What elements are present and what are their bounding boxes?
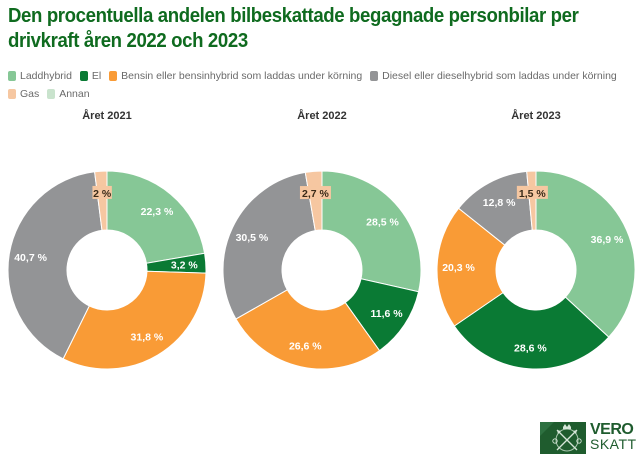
data-label-diesel: 12,8 % — [483, 197, 516, 209]
chart-title-2021: Året 2021 — [82, 110, 132, 122]
data-label-gas: 1,5 % — [519, 188, 547, 200]
vero-skatt-logo: VERO SKATT — [540, 422, 636, 454]
slice-bensin — [62, 270, 207, 370]
legend-label: Gas — [20, 88, 40, 100]
legend-swatch — [370, 71, 379, 81]
legend: Laddhybrid El Bensin eller bensinhybrid … — [8, 68, 638, 104]
legend-label: Annan — [59, 88, 90, 100]
donut-2022: 28,5 % 11,6 % 26,6 % 30,5 % 2,7 % — [222, 170, 422, 370]
legend-swatch — [47, 89, 56, 99]
logo-emblem-icon — [540, 422, 586, 454]
legend-item-laddhybrid[interactable]: Laddhybrid — [8, 68, 72, 84]
legend-item-diesel[interactable]: Diesel eller dieselhybrid som laddas und… — [370, 68, 617, 84]
slice-el — [453, 291, 610, 370]
slice-laddhybrid — [535, 170, 636, 338]
chart-title-2023: Året 2023 — [511, 110, 561, 122]
chart-title: Den procentuella andelen bilbeskattade b… — [8, 5, 579, 52]
donut-2021: 22,3 % 3,2 % 31,8 % 40,7 % 2 % — [7, 170, 207, 370]
legend-item-bensin[interactable]: Bensin eller bensinhybrid som laddas und… — [109, 68, 362, 84]
legend-label: Diesel eller dieselhybrid som laddas und… — [382, 70, 617, 82]
data-label-bensin: 26,6 % — [289, 341, 322, 353]
legend-item-el[interactable]: El — [79, 68, 102, 84]
slice-diesel — [222, 171, 316, 320]
donut-2023: 36,9 % 28,6 % 20,3 % 12,8 %1,5 % — [436, 170, 636, 370]
data-label-bensin: 31,8 % — [131, 331, 164, 343]
data-label-bensin: 20,3 % — [442, 262, 475, 274]
data-label-bg — [299, 186, 331, 200]
data-label-diesel: 30,5 % — [236, 232, 269, 244]
data-label-gas: 2,7 % — [302, 188, 330, 200]
legend-swatch — [8, 89, 16, 99]
data-label-laddhybrid: 36,9 % — [591, 234, 624, 246]
data-label-bg — [92, 185, 112, 199]
data-label-el: 3,2 % — [171, 260, 199, 272]
slice-gas — [94, 170, 108, 231]
legend-label: Bensin eller bensinhybrid som laddas und… — [121, 70, 363, 82]
data-label-bg — [516, 185, 548, 199]
data-label-el: 28,6 % — [514, 342, 547, 354]
legend-item-gas[interactable]: Gas — [8, 86, 39, 102]
slice-bensin — [235, 289, 381, 370]
legend-swatch — [79, 71, 88, 81]
legend-label: Laddhybrid — [20, 70, 72, 82]
legend-item-annan[interactable]: Annan — [47, 86, 90, 102]
slice-laddhybrid — [321, 170, 422, 293]
legend-swatch — [8, 71, 16, 81]
slice-diesel — [7, 171, 103, 360]
logo-skatt: SKATT — [590, 436, 637, 452]
chart-title-2022: Året 2022 — [297, 110, 347, 122]
data-label-gas: 2 % — [93, 188, 112, 200]
slice-laddhybrid — [106, 170, 206, 264]
slice-bensin — [436, 207, 506, 327]
data-label-laddhybrid: 22,3 % — [141, 206, 174, 218]
legend-label: El — [91, 70, 102, 82]
slice-gas — [526, 170, 537, 231]
legend-swatch — [109, 71, 118, 81]
logo-vero: VERO — [590, 421, 634, 438]
data-label-laddhybrid: 28,5 % — [366, 217, 399, 229]
logo-text: VERO SKATT — [590, 422, 637, 452]
slice-gas — [304, 170, 323, 232]
data-label-el: 11,6 % — [370, 308, 403, 320]
data-label-diesel: 40,7 % — [14, 252, 47, 264]
